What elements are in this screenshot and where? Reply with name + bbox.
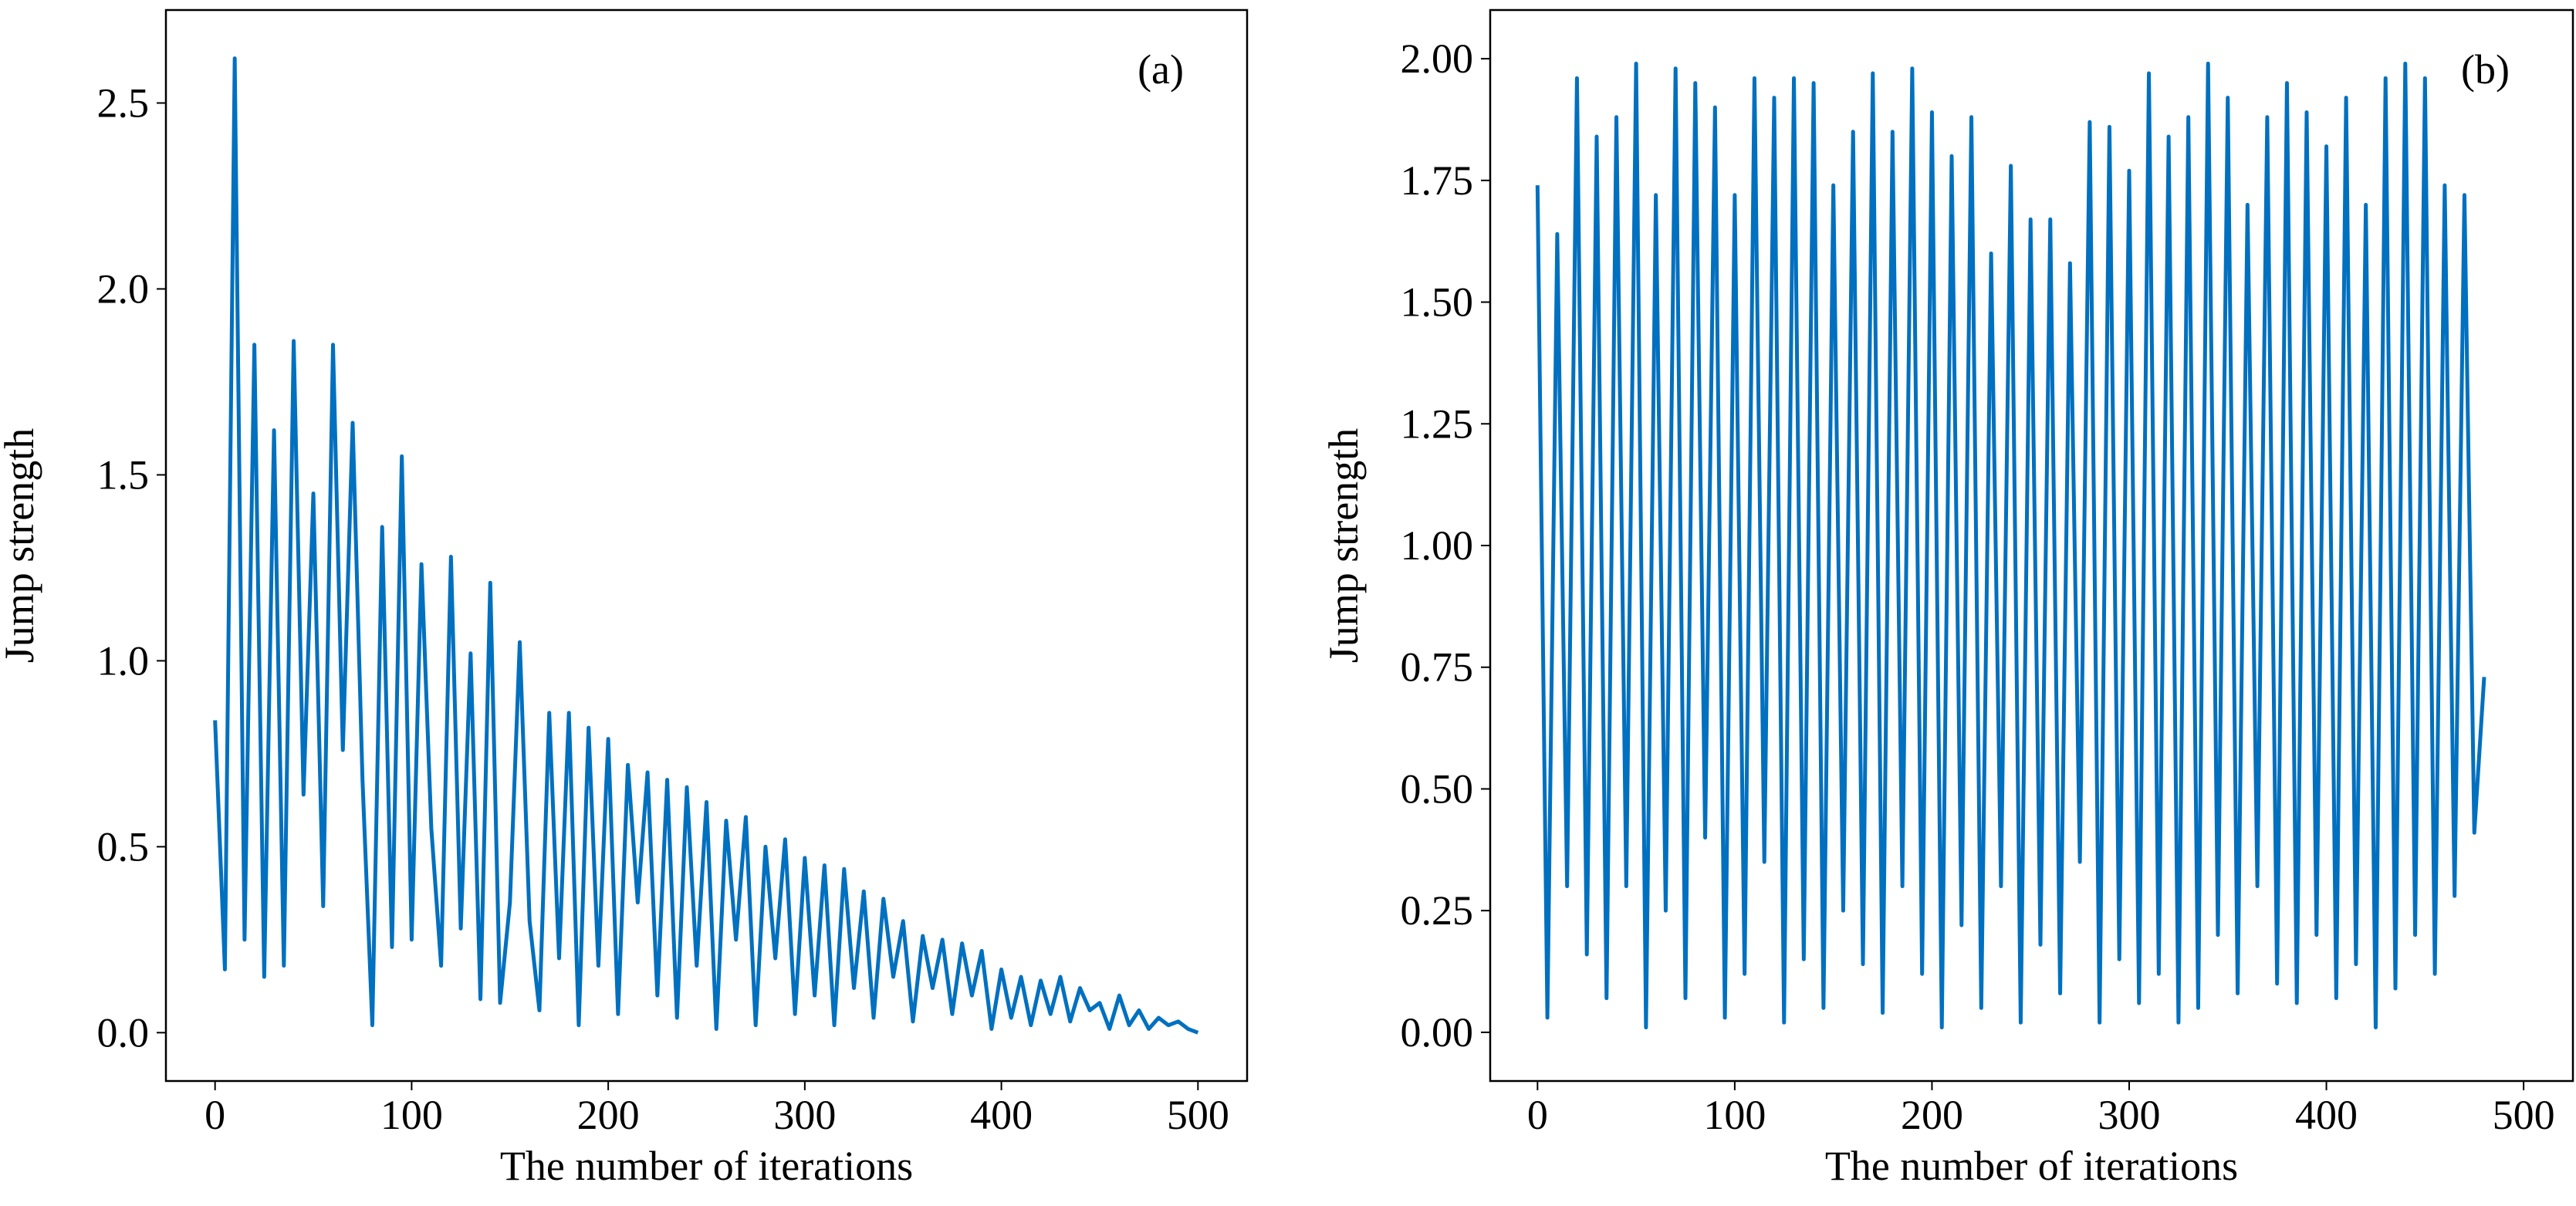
y-tick-label: 2.0 [97, 265, 150, 312]
x-axis-label: The number of iterations [500, 1143, 913, 1189]
y-tick-label: 0.0 [97, 1009, 150, 1056]
y-tick-label: 1.75 [1401, 157, 1474, 204]
y-tick-label: 0.00 [1401, 1009, 1474, 1056]
panel-label: (a) [1138, 46, 1184, 93]
y-tick-label: 1.0 [97, 637, 150, 684]
x-axis-label: The number of iterations [1825, 1143, 2238, 1189]
x-tick-label: 500 [2493, 1092, 2555, 1138]
x-tick-label: 200 [1901, 1092, 1963, 1138]
data-line [213, 56, 1199, 1035]
x-tick-label: 300 [773, 1092, 836, 1138]
y-tick-label: 2.5 [97, 79, 150, 126]
y-tick-label: 0.50 [1401, 765, 1474, 812]
x-tick-label: 400 [2295, 1092, 2358, 1138]
y-axis-label: Jump strength [1320, 428, 1367, 664]
y-tick-label: 0.25 [1401, 887, 1474, 934]
axes-frame [1489, 8, 2574, 1083]
panel-label: (b) [2461, 46, 2510, 93]
y-tick-label: 1.00 [1401, 522, 1474, 569]
x-tick-label: 0 [205, 1092, 225, 1138]
x-tick-label: 300 [2098, 1092, 2161, 1138]
x-tick-label: 0 [1527, 1092, 1548, 1138]
y-tick-label: 0.5 [97, 823, 150, 870]
x-tick-label: 400 [970, 1092, 1033, 1138]
y-axis-label: Jump strength [0, 428, 42, 664]
axes-frame [164, 8, 1249, 1083]
y-tick-label: 1.5 [97, 451, 150, 498]
y-tick-label: 1.50 [1401, 279, 1474, 326]
y-tick-label: 0.75 [1401, 644, 1474, 691]
x-tick-label: 100 [1703, 1092, 1766, 1138]
data-line [1535, 61, 2486, 1030]
x-tick-label: 100 [380, 1092, 443, 1138]
y-tick-label: 2.00 [1401, 35, 1474, 82]
x-tick-label: 500 [1167, 1092, 1229, 1138]
x-tick-label: 200 [577, 1092, 640, 1138]
y-tick-label: 1.25 [1401, 400, 1474, 447]
